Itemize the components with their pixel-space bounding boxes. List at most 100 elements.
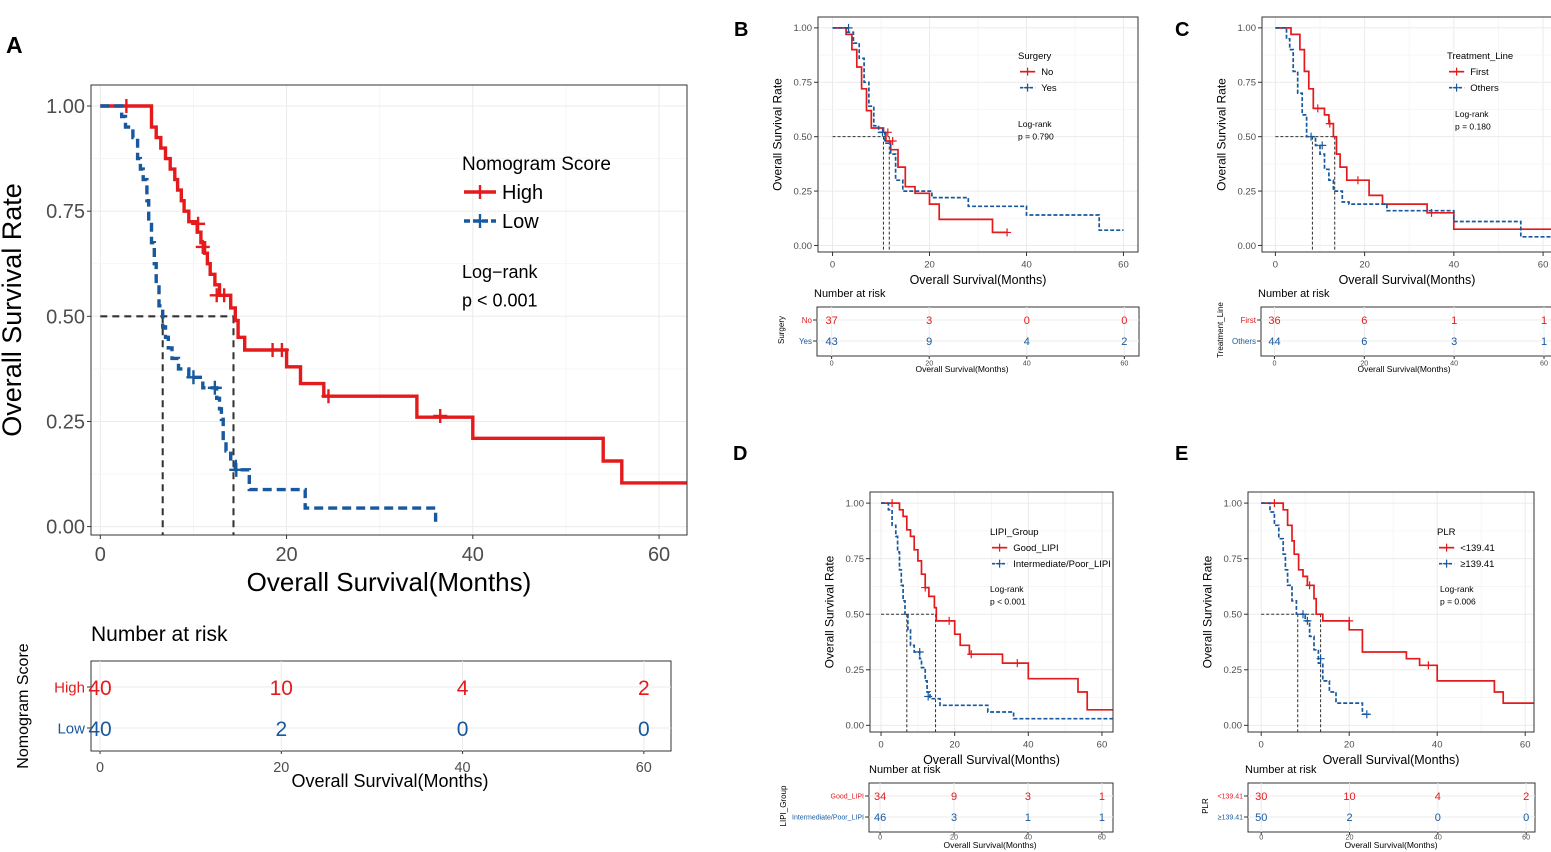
risk-x-axis-title: Overall Survival(Months): [1344, 840, 1437, 850]
legend-key-marker: [1023, 67, 1032, 76]
logrank-pvalue: p = 0.180: [1455, 122, 1491, 132]
risk-count: 3: [1025, 791, 1031, 803]
risk-x-tick-label: 0: [96, 760, 104, 776]
plot-border: [90, 84, 688, 536]
survival-curve-1: [1275, 27, 1551, 238]
x-tick-label: 0: [1259, 740, 1264, 751]
y-tick-label: 0.25: [794, 186, 813, 197]
risk-count: 1: [1099, 791, 1105, 803]
risk-x-tick-label: 20: [1360, 358, 1368, 367]
y-tick-label: 0.50: [1238, 132, 1257, 143]
logrank-label: Log-rank: [1455, 109, 1489, 119]
legend-key-marker: [1452, 67, 1461, 76]
risk-strata-label: Treatment_Line: [1216, 302, 1225, 358]
risk-x-tick-label: 40: [1023, 358, 1031, 367]
plot-border: [869, 491, 1114, 733]
y-axis-title: Overall Survival Rate: [823, 555, 837, 668]
risk-x-tick-label: 60: [1522, 832, 1530, 841]
risk-count: 4: [457, 677, 469, 700]
risk-count: 36: [1268, 315, 1280, 327]
risk-x-axis-title: Overall Survival(Months): [915, 364, 1008, 374]
x-tick-label: 0: [1273, 260, 1278, 271]
censor-mark: [433, 408, 448, 423]
risk-x-tick-label: 40: [455, 760, 471, 776]
legend-title: Surgery: [1018, 51, 1052, 62]
risk-table-title: Number at risk: [1258, 288, 1330, 300]
legend-label: First: [1470, 67, 1489, 78]
risk-table-border: [816, 306, 1140, 357]
risk-x-tick-label: 20: [950, 832, 958, 841]
risk-x-tick-label: 40: [1434, 832, 1442, 841]
grid: [1248, 492, 1534, 732]
y-tick-label: 0.75: [1224, 554, 1243, 565]
censor-mark: [1299, 610, 1307, 619]
risk-table-title: Number at risk: [1245, 764, 1317, 776]
risk-table-border: [1247, 782, 1536, 833]
risk-x-tick-label: 20: [1346, 832, 1354, 841]
risk-count: 0: [638, 718, 650, 741]
legend-label: Low: [502, 211, 539, 233]
y-tick-label: 1.00: [1224, 498, 1243, 509]
y-tick-label: 0.25: [1238, 186, 1257, 197]
censor-mark: [195, 239, 210, 254]
risk-x-tick-label: 60: [1540, 358, 1548, 367]
x-axis-title: Overall Survival(Months): [1339, 273, 1476, 287]
x-tick-label: 20: [1359, 260, 1370, 271]
risk-count: 10: [1343, 791, 1355, 803]
legend-key-marker: [995, 559, 1004, 568]
risk-table-border: [90, 660, 672, 752]
risk-count: 37: [826, 315, 838, 327]
risk-strata-label: LIPI_Group: [779, 785, 788, 826]
y-tick-label: 0.00: [1224, 721, 1243, 732]
risk-count: 3: [951, 812, 957, 824]
x-tick-label: 60: [1097, 740, 1108, 751]
censor-mark: [1003, 228, 1012, 237]
risk-count: 1: [1099, 812, 1105, 824]
risk-count: 30: [1255, 791, 1267, 803]
risk-count: 2: [1346, 812, 1352, 824]
censor-mark: [1353, 176, 1362, 185]
y-tick-label: 0.75: [46, 201, 85, 223]
survival-curve-0: [1261, 502, 1534, 704]
x-tick-label: 20: [949, 740, 960, 751]
y-tick-label: 0.75: [794, 78, 813, 89]
legend-title: PLR: [1437, 527, 1456, 538]
risk-count: 46: [874, 812, 886, 824]
censor-mark: [1307, 132, 1316, 141]
risk-table: Number at risk First 36 6 1 1 Others 44 6 3 1 0 20 40…: [1216, 288, 1551, 374]
panel-tag: A: [6, 32, 23, 58]
risk-count: 1: [1541, 315, 1547, 327]
risk-row-label: First: [1240, 316, 1256, 325]
legend-label: ≥139.41: [1460, 559, 1494, 570]
censor-mark: [878, 128, 887, 137]
censor-mark: [1316, 654, 1325, 663]
y-tick-label: 0.25: [846, 665, 865, 676]
y-tick-label: 1.00: [794, 23, 813, 34]
y-tick-label: 0.50: [1224, 610, 1243, 621]
legend-key-marker: [995, 543, 1004, 552]
x-tick-label: 40: [1432, 740, 1443, 751]
risk-count: 6: [1361, 315, 1367, 327]
risk-count: 2: [1121, 336, 1127, 348]
risk-table-border: [1260, 306, 1551, 357]
risk-x-tick-label: 60: [1120, 358, 1128, 367]
censor-mark: [915, 648, 924, 656]
risk-count: 0: [457, 718, 469, 741]
x-tick-label: 0: [878, 740, 883, 751]
x-axis-title: Overall Survival(Months): [1323, 753, 1460, 767]
risk-x-tick-label: 60: [636, 760, 652, 776]
censor-mark: [1424, 661, 1433, 670]
risk-x-tick-label: 40: [1450, 358, 1458, 367]
legend-key-marker: [1442, 543, 1451, 552]
y-tick-label: 1.00: [846, 498, 865, 509]
y-tick-label: 0.00: [794, 241, 813, 252]
survival-curve-1: [832, 27, 1124, 232]
risk-count: 4: [1435, 791, 1441, 803]
plot-border: [1247, 491, 1535, 733]
risk-strata-label: PLR: [1201, 798, 1210, 814]
censor-mark: [888, 499, 897, 508]
risk-count: 9: [951, 791, 957, 803]
risk-row-label: ≥139.41: [1218, 814, 1243, 821]
